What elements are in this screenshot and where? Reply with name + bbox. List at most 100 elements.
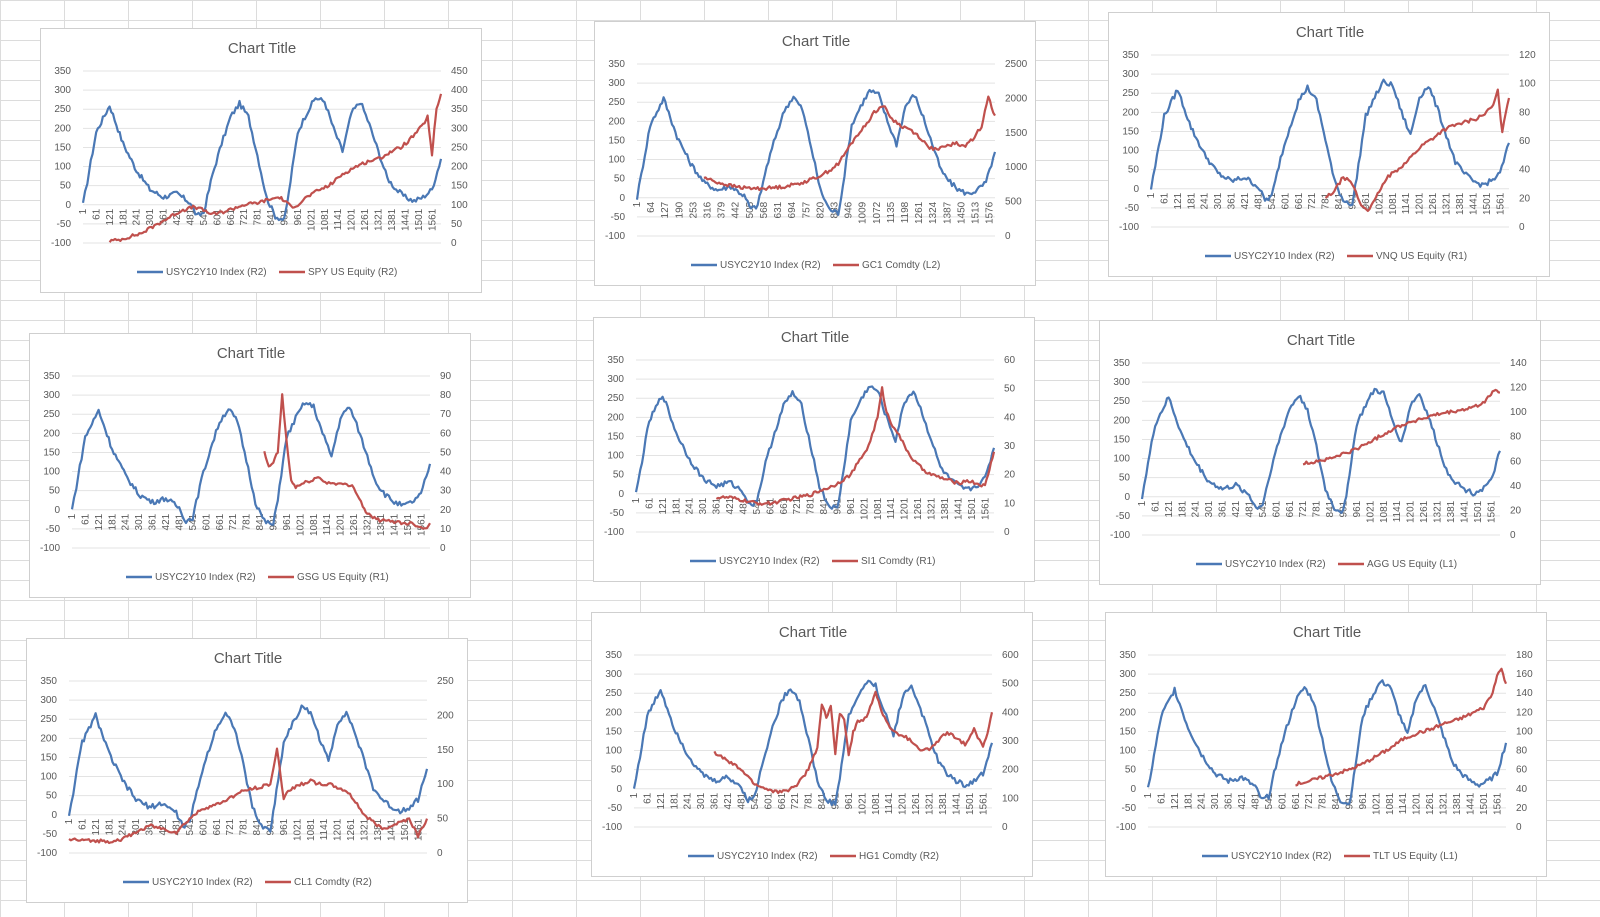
y2-tick-label: 1500 xyxy=(1005,128,1028,139)
y2-tick-label: 50 xyxy=(451,219,463,230)
x-tick-label: 1081 xyxy=(1385,792,1396,815)
legend-label: USYC2Y10 Index (R2) xyxy=(1225,559,1326,570)
y-tick-label: 250 xyxy=(1122,88,1139,99)
y-tick-label: 200 xyxy=(1119,707,1136,718)
chart-gsg[interactable]: Chart Title -100 -50 0 50 100 150 200 250 300 350 0… xyxy=(29,333,471,598)
x-tick-label: 1441 xyxy=(951,792,962,815)
x-tick-label: 421 xyxy=(172,208,183,225)
y-tick-label: 150 xyxy=(40,752,57,763)
x-tick-label: 442 xyxy=(731,201,742,218)
y2-tick-label: 0 xyxy=(1510,530,1516,541)
chart-gc1[interactable]: Chart Title -100 -50 0 50 100 150 200 250 300 350 0… xyxy=(594,21,1036,286)
x-tick-label: 301 xyxy=(134,513,145,530)
series-line-blue xyxy=(632,679,994,806)
y-tick-label: 250 xyxy=(607,393,624,404)
x-tick-label: 961 xyxy=(844,792,855,809)
y-tick-label: 150 xyxy=(1113,434,1130,445)
y-tick-label: 100 xyxy=(608,155,625,166)
y-tick-label: 250 xyxy=(1113,396,1130,407)
y-tick-label: 300 xyxy=(43,390,60,401)
series-line-blue xyxy=(67,704,429,833)
x-tick-label: 841 xyxy=(252,818,263,835)
x-tick-label: 1 xyxy=(67,513,78,519)
y2-tick-label: 30 xyxy=(440,486,452,497)
x-tick-label: 361 xyxy=(159,208,170,225)
y-tick-label: 300 xyxy=(1119,669,1136,680)
x-tick-label: 601 xyxy=(201,513,212,530)
x-tick-label: 181 xyxy=(671,497,682,514)
y-tick-label: 150 xyxy=(605,726,622,737)
x-tick-label: 721 xyxy=(239,208,250,225)
y2-tick-label: 60 xyxy=(1516,765,1528,776)
x-tick-label: 721 xyxy=(225,818,236,835)
x-tick-label: 1561 xyxy=(413,818,424,841)
chart-si1[interactable]: Chart Title -100 -50 0 50 100 150 200 250 300 350 0… xyxy=(593,317,1035,582)
chart-svg: Chart Title-100-500501001502002503003500… xyxy=(1110,332,1527,570)
x-tick-label: 1501 xyxy=(967,497,978,520)
y2-tick-label: 40 xyxy=(1510,481,1522,492)
x-tick-label: 661 xyxy=(1285,500,1296,517)
x-tick-label: 1021 xyxy=(1374,192,1385,215)
y-tick-label: 300 xyxy=(605,669,622,680)
x-tick-label: 481 xyxy=(171,818,182,835)
x-tick-label: 541 xyxy=(752,497,763,514)
x-tick-label: 841 xyxy=(1331,792,1342,809)
y-tick-label: -50 xyxy=(1122,803,1137,814)
x-tick-label: 661 xyxy=(212,818,223,835)
chart-hg1[interactable]: Chart Title -100 -50 0 50 100 150 200 250 300 350 0… xyxy=(591,612,1033,877)
y-tick-label: 150 xyxy=(608,135,625,146)
chart-vnq[interactable]: Chart Title -100 -50 0 50 100 150 200 250 300 350 0… xyxy=(1108,12,1550,277)
chart-agg[interactable]: Chart Title -100 -50 0 50 100 150 200 250 300 350 0… xyxy=(1099,320,1541,585)
y2-tick-label: 120 xyxy=(1510,383,1527,394)
chart-tlt[interactable]: Chart Title -100 -50 0 50 100 150 200 250 300 350 0… xyxy=(1105,612,1547,877)
y-tick-label: -100 xyxy=(602,822,622,833)
y2-tick-label: 70 xyxy=(440,409,452,420)
y-tick-label: 350 xyxy=(1122,50,1139,61)
y2-tick-label: 50 xyxy=(1004,384,1016,395)
chart-cl1[interactable]: Chart Title -100 -50 0 50 100 150 200 250 300 350 0… xyxy=(26,638,468,903)
y2-tick-label: 160 xyxy=(1516,669,1533,680)
x-tick-label: 1201 xyxy=(333,818,344,841)
x-tick-label: 1072 xyxy=(872,201,883,224)
y-tick-label: 200 xyxy=(605,707,622,718)
x-tick-label: 1201 xyxy=(1412,792,1423,815)
x-tick-label: 61 xyxy=(1150,500,1161,512)
chart-title: Chart Title xyxy=(217,345,285,362)
x-tick-label: 361 xyxy=(1227,192,1238,209)
x-tick-label: 781 xyxy=(1321,192,1332,209)
x-tick-label: 1321 xyxy=(927,497,938,520)
y-tick-label: 250 xyxy=(605,688,622,699)
x-tick-label: 841 xyxy=(1334,192,1345,209)
y-tick-label: 300 xyxy=(40,695,57,706)
y2-tick-label: 400 xyxy=(1002,707,1019,718)
y-tick-label: 300 xyxy=(1122,69,1139,80)
x-tick-label: 181 xyxy=(669,792,680,809)
y2-tick-label: 40 xyxy=(1516,784,1528,795)
chart-svg: Chart Title-100-500501001502002503003500… xyxy=(604,329,1016,567)
y-tick-label: 50 xyxy=(60,181,72,192)
chart-title: Chart Title xyxy=(782,33,850,50)
series-line-blue xyxy=(1149,78,1511,207)
y2-tick-label: 60 xyxy=(1510,456,1522,467)
y-tick-label: 0 xyxy=(1130,784,1136,795)
x-tick-label: 1561 xyxy=(1495,192,1506,215)
x-tick-label: 421 xyxy=(1240,192,1251,209)
x-tick-label: 601 xyxy=(212,208,223,225)
y-tick-label: 50 xyxy=(1125,765,1137,776)
legend-label: AGG US Equity (L1) xyxy=(1367,559,1457,570)
series-line-red xyxy=(703,95,996,192)
y-tick-label: 250 xyxy=(43,409,60,420)
y2-tick-label: 200 xyxy=(437,710,454,721)
x-tick-label: 241 xyxy=(132,208,143,225)
y2-tick-label: 80 xyxy=(1519,107,1531,118)
y-tick-label: 300 xyxy=(608,78,625,89)
x-tick-label: 1561 xyxy=(980,497,991,520)
legend-label: USYC2Y10 Index (R2) xyxy=(719,556,820,567)
x-tick-label: 601 xyxy=(1277,792,1288,809)
x-tick-label: 721 xyxy=(1307,192,1318,209)
y2-tick-label: 0 xyxy=(440,543,446,554)
x-tick-label: 1141 xyxy=(1398,792,1409,814)
chart-spy[interactable]: Chart Title -100 -50 0 50 100 150 200 250 300 350 0… xyxy=(40,28,482,293)
y-tick-label: 100 xyxy=(43,467,60,478)
y-tick-label: 350 xyxy=(1119,650,1136,661)
